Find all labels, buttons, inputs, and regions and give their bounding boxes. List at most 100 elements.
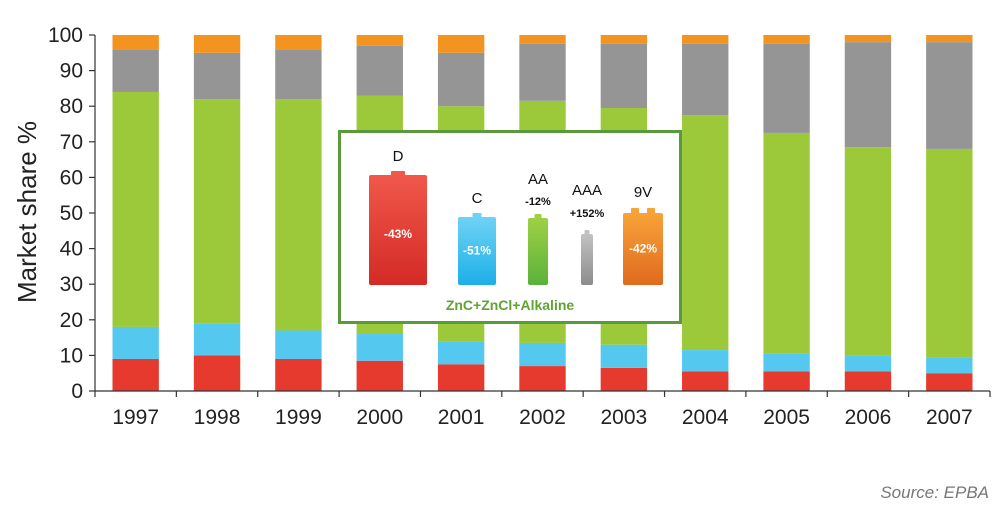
bar-segment [682,43,729,116]
y-tick-label: 0 [71,380,83,403]
bar-segment [193,52,241,100]
x-tick-label: 2001 [438,406,485,429]
bar-segment [275,99,322,331]
bar-segment [844,147,892,356]
bar-segment [519,342,566,367]
bar-segment [926,148,973,358]
y-tick-label: 40 [60,238,83,261]
battery-body [528,218,548,285]
x-axis: 1997 1998 1999 2000 2001 2002 2003 2004 2005 2006… [94,390,991,429]
bar-segment [519,43,566,101]
y-axis-label: Market share % [12,121,42,303]
bar-segment [193,355,241,391]
x-tick-label: 1998 [194,406,241,429]
bar-segment [763,35,810,44]
bar-segment [600,43,648,108]
bar-segment [193,99,241,324]
bar-segment [112,91,159,327]
battery-terminal [647,208,655,214]
battery-terminal [472,213,482,218]
battery-name-label: AA [528,171,548,188]
bar-segment [682,350,729,372]
bar-segment [926,42,973,149]
battery-inset-panel: D -43% C -51% AA -12% AAA +152% 9V -42% ZnC+ZnCl+… [338,130,682,324]
battery-change-label: -42% [629,241,657,255]
y-tick-label: 80 [60,95,83,118]
bar-segment [275,358,322,391]
x-tick-label: 1999 [275,406,322,429]
battery-name-label: AAA [572,182,602,199]
battery-change-label: -12% [525,196,551,208]
battery-body [458,217,496,285]
bar-segment [519,366,566,391]
battery-name-label: C [472,190,483,207]
bar-segment [193,323,241,356]
y-tick-label: 60 [60,166,83,189]
battery-9v: 9V -42% [623,184,663,285]
battery-body [581,234,593,285]
bar-segment [763,43,810,133]
y-axis: 0 10 20 30 40 50 60 70 80 90 100 [48,24,96,403]
bar-segment [437,364,485,391]
bar-segment [193,35,241,53]
x-tick-label: 2007 [926,406,973,429]
y-tick-label: 100 [48,24,83,47]
bar-segment [844,42,892,148]
x-tick-label: 2004 [682,406,729,429]
bar-segment [682,371,729,391]
bar-segment [926,373,973,391]
y-tick-label: 20 [60,309,83,332]
x-tick-label: 2003 [601,406,648,429]
battery-terminal [534,214,542,219]
bar-segment [275,35,322,50]
battery-terminal [391,171,405,176]
battery-d: D -43% [369,148,427,285]
x-tick-label: 2006 [845,406,892,429]
bar-segment [112,35,159,50]
bar-segment [275,330,322,359]
bar-segment [600,367,648,391]
battery-aa: AA -12% [525,171,551,285]
bar-segment [600,35,648,44]
bar-segment [926,35,973,43]
bar-segment [112,49,159,92]
bar-segment [519,35,566,44]
bar-segment [112,358,159,391]
bar-segment [844,371,892,391]
bar-segment [275,49,322,100]
battery-name-label: D [393,148,404,165]
battery-inset-graphic: D -43% C -51% AA -12% AAA +152% 9V -42% [369,148,663,285]
bar-segment [356,334,403,361]
battery-change-label: -43% [384,227,412,241]
bar-segment [682,115,729,351]
battery-terminal [631,208,639,214]
battery-body [623,213,663,285]
bar-segment [437,52,485,107]
inset-caption: ZnC+ZnCl+Alkaline [445,297,575,313]
battery-change-label: +152% [570,208,605,220]
bar-segment [926,357,973,374]
bar-segment [844,35,892,43]
bar-segment [844,355,892,372]
battery-c: C -51% [458,190,496,285]
x-tick-label: 2002 [519,406,566,429]
bar-segment [682,35,729,44]
bar-segment [437,35,485,53]
y-tick-label: 70 [60,131,83,154]
x-tick-label: 1997 [112,406,159,429]
bar-segment [356,35,403,46]
battery-aaa: AAA +152% [570,182,605,285]
x-tick-label: 2005 [763,406,810,429]
battery-name-label: 9V [634,184,652,201]
y-tick-label: 50 [60,202,83,225]
bar-segment [763,371,810,391]
bar-segment [600,344,648,368]
battery-terminal [584,230,590,235]
bar-segment [356,360,403,391]
battery-change-label: -51% [463,243,491,257]
battery-body [369,175,427,285]
y-tick-label: 10 [60,344,83,367]
bar-segment [763,132,810,354]
bar-segment [356,45,403,96]
y-tick-label: 90 [60,60,83,83]
